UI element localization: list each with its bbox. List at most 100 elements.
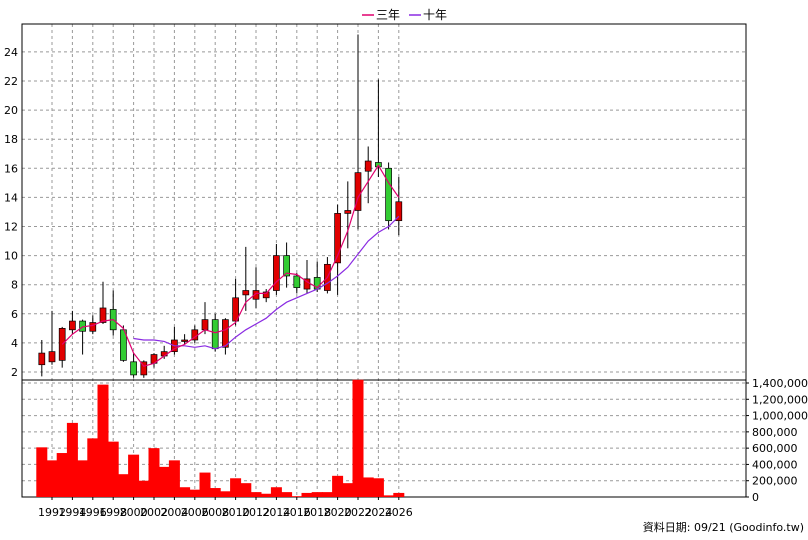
volume-bar xyxy=(128,454,140,497)
grid-lines xyxy=(22,24,746,498)
price-tick-label: 4 xyxy=(11,337,18,350)
volume-bar xyxy=(332,475,344,497)
volume-bar xyxy=(66,422,78,497)
year-tick-label: 2012 xyxy=(242,506,270,519)
volume-bar xyxy=(260,493,272,497)
volume-bar xyxy=(240,483,252,497)
volume-bar xyxy=(372,478,384,497)
volume-bar xyxy=(321,492,333,497)
volume-bar xyxy=(77,460,89,497)
candle-body xyxy=(293,275,301,288)
candle-body xyxy=(242,290,250,296)
volume-tick-label: 800,000 xyxy=(752,426,798,439)
year-tick-label: 2018 xyxy=(303,506,331,519)
ma3-line xyxy=(61,164,400,367)
volume-bar xyxy=(383,495,395,497)
year-tick-label: 2004 xyxy=(160,506,188,519)
price-tick-label: 6 xyxy=(11,308,18,321)
candle-body xyxy=(385,167,392,222)
volume-bar xyxy=(148,448,160,497)
year-tick-label: 1998 xyxy=(99,506,127,519)
volume-bar xyxy=(107,441,119,497)
year-tick-label: 2024 xyxy=(364,506,392,519)
volume-bars xyxy=(36,379,405,497)
volume-bar xyxy=(189,489,201,497)
candle-body xyxy=(273,255,280,291)
volume-tick-label: 400,000 xyxy=(752,458,798,471)
year-tick-label: 2006 xyxy=(181,506,209,519)
candle-body xyxy=(252,290,260,300)
source-text: 資料日期: 09/21 (Goodinfo.tw) xyxy=(643,520,804,534)
volume-tick-label: 0 xyxy=(752,491,759,504)
candle-body xyxy=(48,351,56,363)
price-tick-label: 24 xyxy=(4,46,18,59)
candle-body xyxy=(69,320,76,331)
volume-bar xyxy=(362,477,374,497)
year-tick-label: 2016 xyxy=(283,506,311,519)
volume-bar xyxy=(270,487,282,497)
year-axis: 1992199419961998200020022004200620082010… xyxy=(38,497,413,519)
candle-body xyxy=(262,291,270,299)
year-tick-label: 1994 xyxy=(58,506,86,519)
volume-bar xyxy=(179,487,191,497)
legend-label-ma3: 三年 xyxy=(376,8,400,22)
volume-bar xyxy=(291,496,303,497)
candle-body xyxy=(211,319,219,350)
volume-bar xyxy=(87,438,99,497)
year-tick-label: 1992 xyxy=(38,506,66,519)
year-tick-label: 1996 xyxy=(79,506,107,519)
moving-average-lines xyxy=(61,164,400,367)
candle-body xyxy=(89,322,97,332)
volume-tick-label: 1,000,000 xyxy=(752,410,808,423)
volume-bar xyxy=(209,488,221,497)
volume-bar xyxy=(138,480,150,497)
candle-body xyxy=(99,307,107,323)
price-tick-label: 2 xyxy=(11,366,18,379)
price-tick-label: 18 xyxy=(4,133,18,146)
volume-bar xyxy=(281,492,293,497)
volume-tick-label: 600,000 xyxy=(752,442,798,455)
legend-label-ma10: 十年 xyxy=(423,8,447,22)
volume-axis: 0 200,000 400,000 600,000 800,000 1,000,000 1,… xyxy=(746,377,808,504)
candle-body xyxy=(344,210,352,214)
candle-body xyxy=(38,352,46,366)
candle-body xyxy=(140,361,148,376)
price-tick-label: 12 xyxy=(4,221,18,234)
year-tick-label: 2014 xyxy=(262,506,290,519)
volume-bar xyxy=(97,384,109,497)
volume-bar xyxy=(393,492,405,497)
volume-tick-label: 1,200,000 xyxy=(752,393,808,406)
price-tick-label: 16 xyxy=(4,162,18,175)
volume-bar xyxy=(46,460,58,497)
volume-bar xyxy=(199,472,211,497)
price-tick-label: 20 xyxy=(4,104,18,117)
year-tick-label: 2010 xyxy=(222,506,250,519)
candle-body xyxy=(364,160,372,172)
candle-body xyxy=(334,213,341,264)
volume-bar xyxy=(168,460,180,497)
volume-bar xyxy=(230,478,242,497)
volume-bar xyxy=(219,491,231,497)
volume-tick-label: 1,400,000 xyxy=(752,377,808,390)
volume-bar xyxy=(158,466,170,497)
candle-body xyxy=(181,339,188,342)
year-tick-label: 2000 xyxy=(120,506,148,519)
year-tick-label: 2020 xyxy=(324,506,352,519)
candle-body xyxy=(395,201,403,222)
year-tick-label: 2008 xyxy=(201,506,229,519)
volume-tick-label: 200,000 xyxy=(752,475,798,488)
candle-body xyxy=(283,255,290,277)
price-tick-label: 14 xyxy=(4,191,18,204)
volume-bar xyxy=(117,474,129,497)
candle-body xyxy=(222,319,229,348)
volume-bar xyxy=(342,483,354,497)
candle-body xyxy=(232,297,239,322)
volume-bar xyxy=(250,492,262,497)
price-tick-label: 22 xyxy=(4,75,18,88)
volume-bar xyxy=(56,453,68,497)
year-tick-label: 2002 xyxy=(140,506,168,519)
candle-body xyxy=(130,361,137,376)
volume-bar xyxy=(301,492,313,497)
